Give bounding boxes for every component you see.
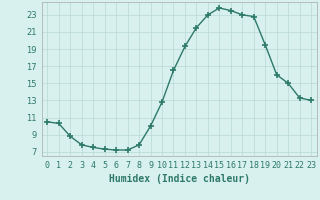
X-axis label: Humidex (Indice chaleur): Humidex (Indice chaleur) (109, 174, 250, 184)
